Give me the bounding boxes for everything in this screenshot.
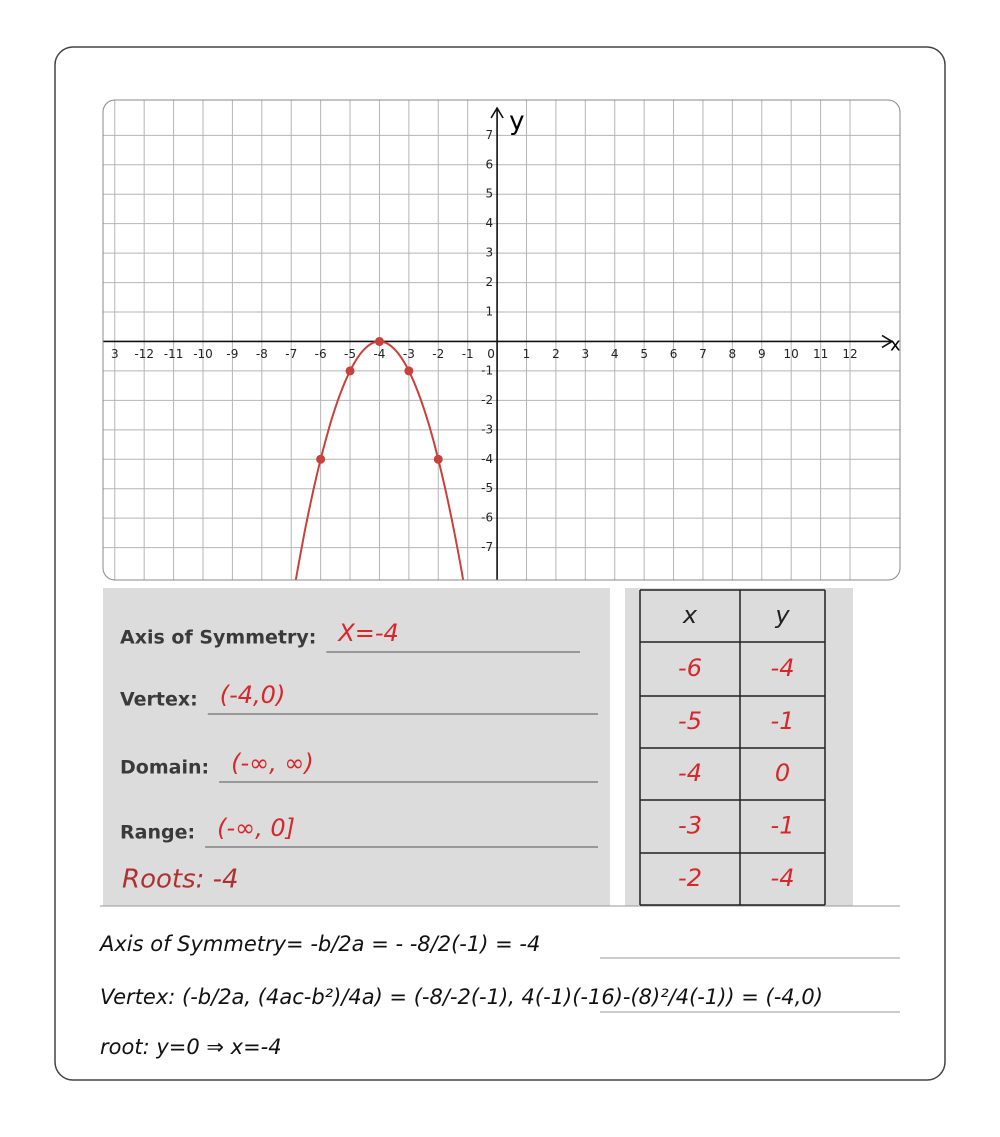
table-cell: -1 (771, 812, 795, 840)
x-tick-label: -5 (344, 347, 356, 361)
field-answer: (-∞, ∞) (231, 749, 314, 777)
y-tick-label: -2 (481, 393, 493, 407)
table-header: y (774, 601, 790, 629)
field-answer: X=-4 (336, 619, 398, 647)
data-point (345, 366, 355, 376)
data-point (433, 454, 443, 464)
field-label: Range: (120, 822, 195, 844)
roots: Roots: -4 (122, 865, 239, 895)
x-tick-label: -10 (193, 347, 213, 361)
table-cell: -2 (678, 864, 702, 892)
field-answer: (-∞, 0] (217, 814, 295, 842)
x-tick-label: 3 (581, 347, 589, 361)
arrow (490, 106, 504, 119)
y-tick-label: -5 (481, 481, 493, 495)
y-tick-label: 3 (485, 246, 493, 260)
field-answer: (-4,0) (220, 681, 286, 709)
graph: 3 -12 -11 -10 -9 -8 -7 -6 -5 -4 -3 -2 -1 0 1 2 3 4 5 6 7 8 9 10… (103, 100, 901, 580)
table-cell: -3 (678, 812, 702, 840)
table-cell: -4 (678, 759, 702, 787)
y-tick-label: 1 (485, 305, 493, 319)
x-tick-label: 6 (670, 347, 678, 361)
table-photo (625, 588, 853, 906)
field-label: Axis of Symmetry: (120, 627, 316, 649)
y-axis-label: y (509, 107, 524, 137)
x-tick-label: 0 (487, 347, 495, 361)
x-axis-label: x (890, 334, 901, 355)
data-point (404, 366, 414, 376)
y-tick-label: -6 (481, 511, 493, 525)
x-tick-label: -9 (226, 347, 238, 361)
graph-frame (102, 99, 901, 581)
field-label: Vertex: (120, 689, 198, 711)
table-cell: 0 (775, 759, 790, 787)
x-tick-label: -8 (256, 347, 268, 361)
x-tick-label: -6 (315, 347, 327, 361)
card (54, 46, 946, 1081)
x-tick-label: 7 (699, 347, 707, 361)
x-tick-label: -4 (373, 347, 385, 361)
x-tick-label: 8 (729, 347, 737, 361)
x-tick-label: 11 (813, 347, 828, 361)
x-tick-label: 10 (784, 347, 799, 361)
x-tick-label: 9 (758, 347, 766, 361)
table-cell: -5 (678, 707, 702, 735)
data-point (316, 454, 326, 464)
y-tick-label: -7 (481, 540, 493, 554)
y-tick-label: -3 (481, 422, 493, 436)
work-line: root: y=0 ⇒ x=-4 (100, 1035, 282, 1059)
y-tick-label: 6 (485, 157, 493, 171)
arrow (881, 334, 894, 349)
data-point (374, 336, 384, 346)
y-tick-label: 4 (485, 216, 493, 230)
x-tick-label: 12 (842, 347, 857, 361)
x-tick-label: 3 (111, 347, 119, 361)
x-tick-label: -12 (134, 347, 154, 361)
x-tick-label: -2 (432, 347, 444, 361)
x-tick-label: -3 (403, 347, 415, 361)
table-cell: -1 (771, 707, 795, 735)
y-tick-label: 7 (485, 128, 493, 142)
x-tick-label: -1 (462, 347, 474, 361)
x-tick-label: 4 (611, 347, 619, 361)
field-label: Domain: (120, 757, 209, 779)
table-cell: -4 (771, 654, 795, 682)
y-tick-label: 5 (485, 187, 493, 201)
x-tick-label: 2 (552, 347, 560, 361)
y-tick-label: -4 (481, 452, 493, 466)
work-line: Axis of Symmetry= -b/2a = - -8/2(-1) = -… (98, 932, 540, 956)
x-tick-label: 5 (640, 347, 648, 361)
worksheet-photo (103, 588, 610, 906)
x-tick-label: 1 (523, 347, 531, 361)
x-tick-label: -11 (164, 347, 184, 361)
x-tick-label: -7 (285, 347, 297, 361)
y-tick-label: -1 (481, 363, 493, 377)
work-line: Vertex: (-b/2a, (4ac-b²)/4a) = (-8/-2(-1… (100, 985, 823, 1009)
table-cell: -4 (771, 864, 795, 892)
table-header: x (682, 601, 698, 629)
table-cell: -6 (678, 654, 702, 682)
y-tick-label: 2 (485, 275, 493, 289)
